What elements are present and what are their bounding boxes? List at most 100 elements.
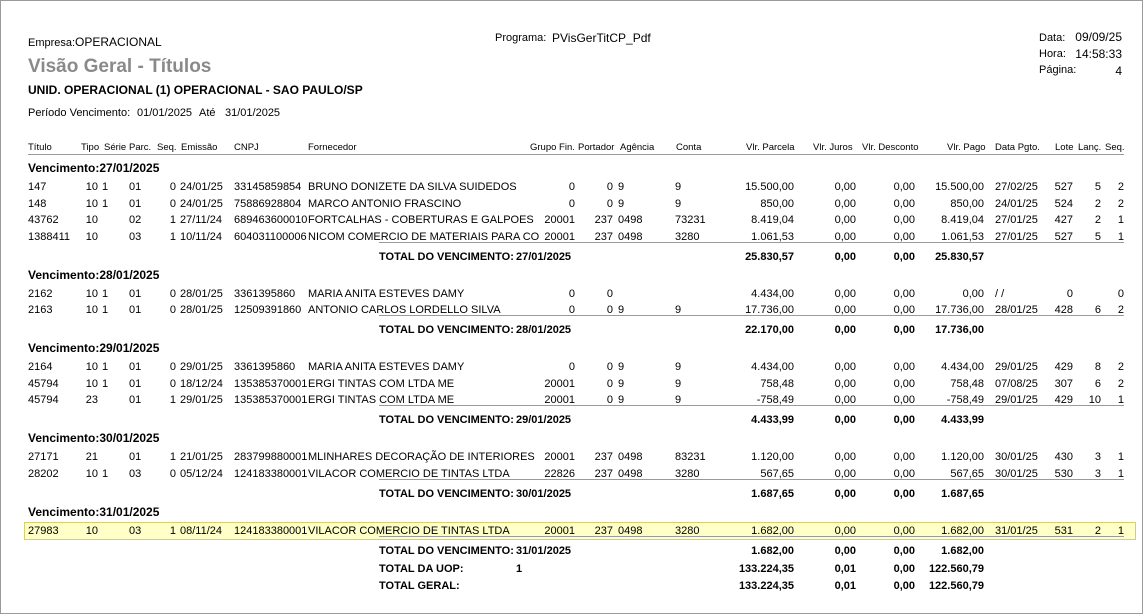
cell: NICOM COMERCIO DE MATERIAIS PARA CO (308, 230, 540, 243)
total-value: 4.433,99 (941, 414, 984, 426)
cell: 0,00 (834, 230, 856, 243)
cell: 10 (85, 377, 98, 390)
cell: 0 (568, 287, 575, 300)
cell: 1 (102, 287, 109, 300)
total-date: 31/01/2025 (516, 544, 572, 557)
cell: 02 (129, 214, 142, 226)
total-value: 0,00 (893, 544, 915, 557)
total-date: 29/01/2025 (516, 414, 572, 426)
cell: 33145859854 (234, 181, 302, 193)
cell: 0,00 (893, 377, 915, 390)
cell: MLINHARES DECORAÇÃO DE INTERIORES (308, 451, 535, 463)
total-value: 25.830,57 (745, 250, 794, 263)
total-value: 25.830,57 (935, 250, 984, 263)
cell: 2 (1117, 181, 1124, 193)
total-value: 1.687,65 (751, 487, 794, 500)
cell: 3280 (675, 467, 700, 480)
cell: 0,00 (834, 394, 856, 406)
cell: 531 (1054, 524, 1073, 537)
cell: 0,00 (893, 451, 915, 463)
cell: 0,00 (834, 377, 856, 390)
cell: 1 (102, 377, 109, 390)
group-title: Vencimento:27/01/2025 (28, 161, 160, 175)
cell: 0498 (618, 230, 643, 243)
cell: 28/01/25 (180, 304, 223, 316)
column-header: Seq. (1105, 142, 1125, 153)
cell: 0,00 (834, 197, 856, 210)
header-rule (28, 154, 1124, 155)
summary-value: 0,00 (893, 579, 915, 592)
cell: 527 (1054, 181, 1073, 193)
cell: 0,00 (893, 467, 915, 480)
cell: 31/01/25 (995, 524, 1038, 537)
cell: 27983 (28, 524, 59, 537)
cell: 10 (85, 524, 98, 537)
cell: 01 (129, 287, 142, 300)
cell: 0,00 (893, 524, 915, 537)
cell: 01 (129, 451, 142, 463)
cell: 24/01/25 (180, 197, 223, 210)
cell: 1.061,53 (941, 230, 984, 243)
column-header: Fornecedor (308, 142, 357, 153)
cell: 237 (594, 467, 613, 480)
cell: 1 (1117, 451, 1124, 463)
cell: 4.434,00 (751, 361, 794, 373)
cell: 1 (169, 214, 176, 226)
cell: 2 (1094, 524, 1101, 537)
cell: 30/01/25 (995, 451, 1038, 463)
cell: 307 (1054, 377, 1073, 390)
cell: 03 (129, 524, 142, 537)
cell: 27171 (28, 451, 59, 463)
cell: 08/11/24 (180, 524, 223, 537)
cell: 135385370001 (234, 394, 308, 406)
cell: 6 (1094, 304, 1101, 316)
cell: 0 (169, 377, 176, 390)
cell: 0 (1117, 287, 1124, 300)
cell: MARIA ANITA ESTEVES DAMY (308, 287, 465, 300)
column-header: Série (104, 142, 127, 153)
cell: 1 (102, 181, 109, 193)
cell: 12509391860 (234, 304, 302, 316)
cell: 9 (675, 361, 682, 373)
cell: 10 (85, 361, 98, 373)
cell: 0 (169, 287, 176, 300)
cell: 0498 (618, 214, 643, 226)
empresa: OPERACIONAL (75, 35, 162, 49)
column-header: Lanç. (1078, 142, 1102, 153)
cell: 0,00 (834, 181, 856, 193)
cell: 850,00 (950, 197, 984, 210)
total-label: TOTAL DO VENCIMENTO: (379, 487, 514, 500)
cell: 01 (129, 377, 142, 390)
column-header: Emissão (181, 142, 218, 153)
cell: 4.434,00 (941, 361, 984, 373)
cell: 22826 (544, 467, 575, 480)
cell: 01 (129, 197, 142, 210)
cell: 9 (618, 394, 625, 406)
cell: 5 (1094, 230, 1101, 243)
cell: 0,00 (893, 394, 915, 406)
column-header: Seq. (157, 142, 177, 153)
cell: 1.120,00 (751, 451, 794, 463)
cell: 28/01/25 (180, 287, 223, 300)
cell: 28/01/25 (995, 304, 1038, 316)
total-rule (379, 315, 1124, 316)
cell: 45794 (28, 377, 59, 390)
total-value: 17.736,00 (935, 324, 984, 336)
cell: MARCO ANTONIO FRASCINO (308, 197, 462, 210)
total-value: 22.170,00 (745, 324, 794, 336)
cell: 2 (1117, 377, 1124, 390)
cell: 1 (102, 304, 109, 316)
cell: 21 (85, 451, 98, 463)
cell: 283799880001 (234, 451, 308, 463)
cell: 0 (568, 304, 575, 316)
cell: VILACOR COMERCIO DE TINTAS LTDA (308, 467, 510, 480)
cell: 75886928804 (234, 197, 302, 210)
cell: 30/01/25 (995, 467, 1038, 480)
cell: 03 (129, 467, 142, 480)
cell: 3361395860 (234, 287, 296, 300)
group-title: Vencimento:31/01/2025 (28, 504, 160, 519)
cell: 0,00 (834, 451, 856, 463)
cell: 27/01/25 (995, 230, 1038, 243)
cell: 0 (606, 181, 613, 193)
cell: 01 (129, 361, 142, 373)
